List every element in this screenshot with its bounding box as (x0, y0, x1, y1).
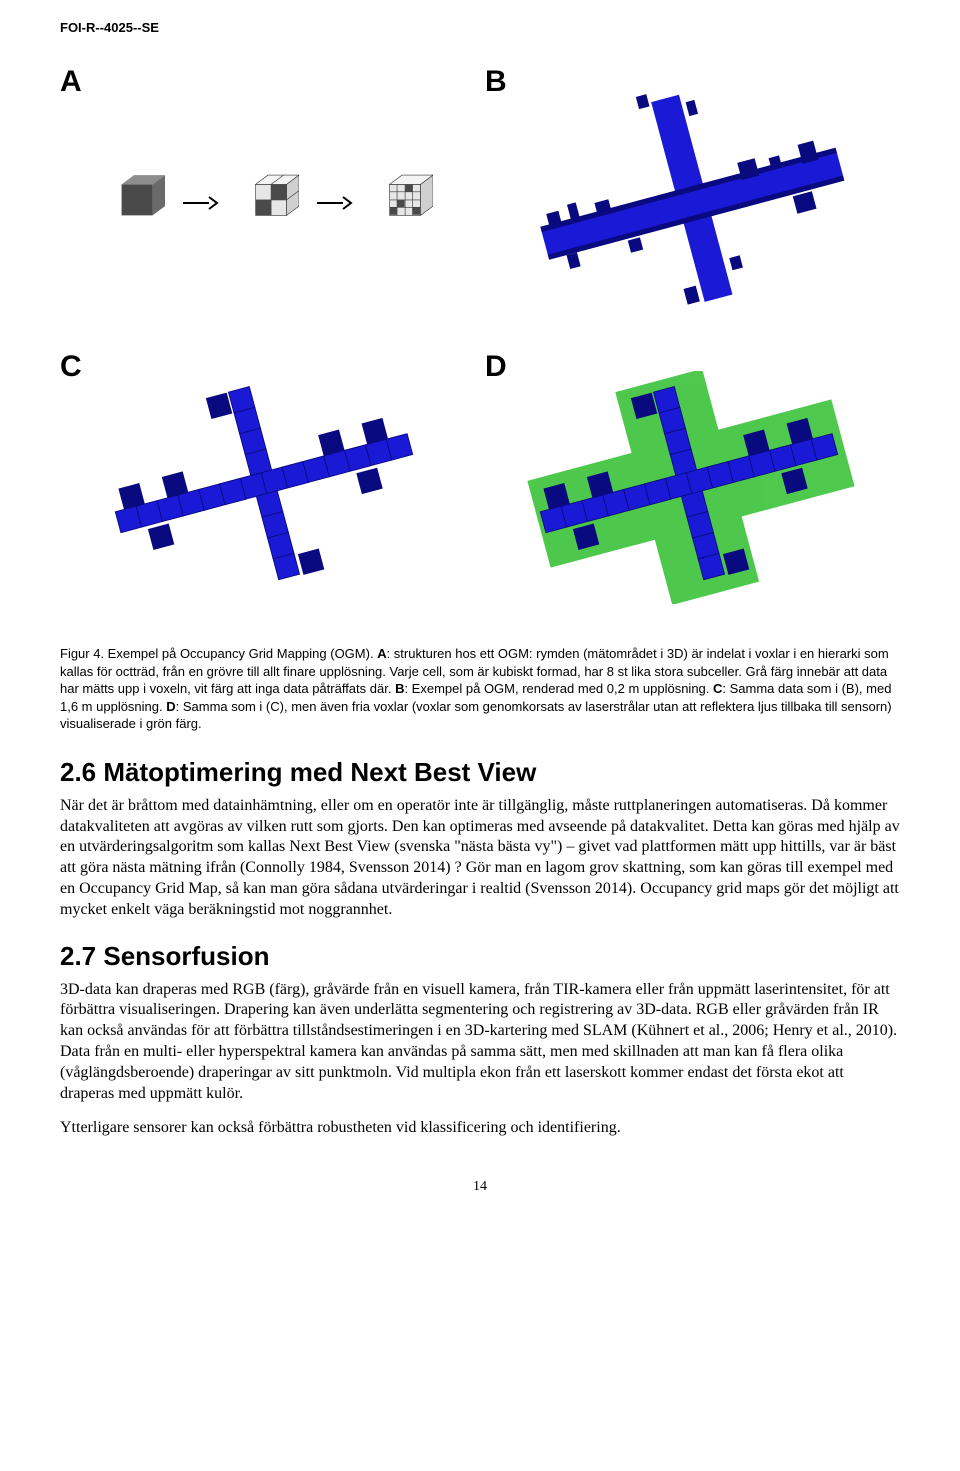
section-2-7-title: 2.7 Sensorfusion (60, 941, 900, 972)
cube-step-1 (103, 172, 165, 234)
caption-b-text: : Exempel på OGM, renderad med 0,2 m upp… (404, 681, 713, 696)
caption-d-text: : Samma som i (C), men även fria voxlar … (60, 699, 892, 732)
voxel-render-c (70, 371, 464, 605)
figure-panel-d: D (485, 350, 900, 625)
caption-d-label: D (166, 699, 175, 714)
figure-4-grid: A (60, 65, 900, 625)
caption-lead: Figur 4. Exempel på Occupancy Grid Mappi… (60, 646, 377, 661)
section-2-7-body-1: 3D-data kan draperas med RGB (färg), grå… (60, 980, 900, 1105)
report-id: FOI-R--4025--SE (60, 20, 900, 35)
caption-c-label: C (713, 681, 722, 696)
cube-subdivision-diagram (103, 172, 433, 234)
arrow-icon (317, 195, 353, 211)
cube-step-3 (371, 172, 433, 234)
cube-step-2 (237, 172, 299, 234)
voxel-render-b (495, 86, 889, 320)
section-2-7-body-2: Ytterligare sensorer kan också förbättra… (60, 1118, 900, 1139)
panel-label-a: A (60, 65, 82, 99)
caption-a-label: A (377, 646, 386, 661)
section-2-6-body: När det är bråttom med datainhämtning, e… (60, 796, 900, 921)
section-2-6-title: 2.6 Mätoptimering med Next Best View (60, 757, 900, 788)
figure-panel-a: A (60, 65, 475, 340)
page-number: 14 (60, 1179, 900, 1195)
voxel-render-d (495, 371, 889, 605)
figure-4-caption: Figur 4. Exempel på Occupancy Grid Mappi… (60, 645, 900, 733)
arrow-icon (183, 195, 219, 211)
figure-panel-c: C (60, 350, 475, 625)
figure-panel-b: B (485, 65, 900, 340)
